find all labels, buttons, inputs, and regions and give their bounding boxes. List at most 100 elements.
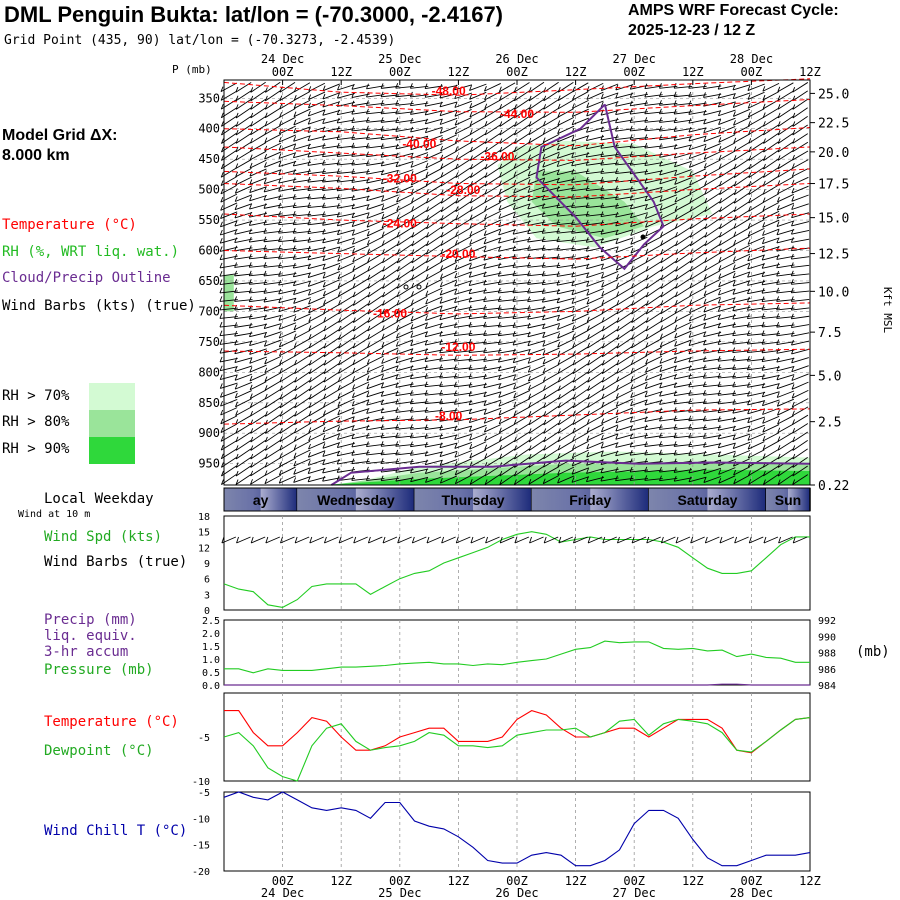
surface-wind-barb-flag [265,536,269,544]
wind-barb [235,115,252,127]
wind-barb [308,397,325,408]
wind-barb [410,85,429,89]
wind-barb [645,261,662,272]
wind-barb-flag [718,469,722,475]
wind-barb [250,107,266,119]
wind-barb-flag [484,172,488,178]
surface-wind-barb [763,536,779,544]
wind-barb-flag [337,409,341,415]
wind-barb [777,150,794,161]
wind-barb [688,119,707,124]
wind-barb-flag [586,468,589,474]
wind-barb-flag [292,169,296,175]
wind-barb [249,373,267,382]
wind-barb-flag [498,205,502,211]
wind-barb [571,161,590,167]
pressure-tick-label: 850 [198,396,220,410]
wind-barb-flag [600,434,604,441]
wind-barb [704,184,721,195]
wind-barb [776,324,795,328]
wind-barb-flag [484,453,488,459]
wind-speed-line [223,531,810,608]
wind-barb-flag [395,91,399,97]
wind-barb-flag [512,322,516,328]
wind-barb-flag [644,424,648,430]
wind-barb [558,405,574,417]
wind-barb-flag [234,375,238,381]
wind-barb-flag [733,248,736,254]
wind-barb [616,295,633,306]
wind-barb [748,133,765,144]
wind-barb-flag [220,188,224,195]
wind-barb-flag [425,290,429,296]
wind-barb-flag [571,316,575,322]
wind-barb [542,213,561,218]
wind-barb-flag [777,418,781,425]
wind-barb-flag [556,227,560,234]
wind-barb-flag [732,322,736,328]
wind-barb [645,320,662,332]
wind-barb-flag [366,160,369,166]
wind-barb [644,391,663,398]
wind-barb [410,366,429,371]
wind-barb [542,331,560,338]
wind-barb [382,269,398,281]
wind-barb [219,324,238,328]
wind-barb-flag [396,291,400,297]
wind-barb [235,107,252,119]
wind-barb-flag [572,368,576,374]
wind-barb [791,273,810,277]
wind-barb-flag [470,163,473,170]
wind-barb-flag [600,202,604,209]
wind-barb-flag [322,237,326,244]
wind-barb [293,108,311,118]
wind-barb [718,332,736,337]
wind-barb-flag [601,317,605,323]
wind-barb [234,247,253,252]
wind-barb-flag [498,180,502,186]
wind-barb-flag [542,332,546,338]
wind-barb-flag [235,95,239,101]
wind-barb [601,271,619,279]
wind-barb [440,261,457,271]
wind-barb-flag [776,246,780,252]
surface-wind-barb [778,536,793,544]
wind-barb-flag [338,342,342,349]
wind-barb-flag [659,83,662,89]
wind-barb-flag [455,223,459,229]
wind-barb-flag [528,419,532,425]
wind-barb-flag [542,358,546,365]
wind-barb [600,136,619,141]
wind-barb-flag [381,231,385,237]
wind-barb-flag [410,153,414,159]
wind-barb [587,406,604,417]
wind-barb-flag [453,355,457,362]
wind-barb [425,323,443,330]
wind-barb-flag [776,296,780,302]
wind-barb-flag [337,84,340,91]
wind-barb [250,150,267,161]
wind-barb [439,297,458,304]
wind-barb-flag [629,84,633,90]
wind-barb [630,228,648,236]
wind-barb [761,333,780,336]
wind-barb [309,346,325,357]
wind-barb [440,279,458,288]
wind-barb [322,433,341,441]
wind-barb-flag [527,349,531,355]
wind-barb [293,288,311,295]
wind-barb [454,315,473,320]
wind-barb-flag [322,434,326,441]
wind-barb-flag [219,383,223,389]
wind-barb [483,374,502,380]
wind-barb-flag [616,342,620,349]
isotherm-line [223,247,811,260]
wind-barb-flag [380,83,384,89]
wind-barb-flag [586,410,590,417]
wind-barb [586,153,605,158]
wind-barb [763,116,779,127]
wind-barb-flag [293,307,297,313]
wind-barb [703,305,721,313]
wind-barb-flag [468,347,472,353]
wind-barb-flag [776,392,780,398]
